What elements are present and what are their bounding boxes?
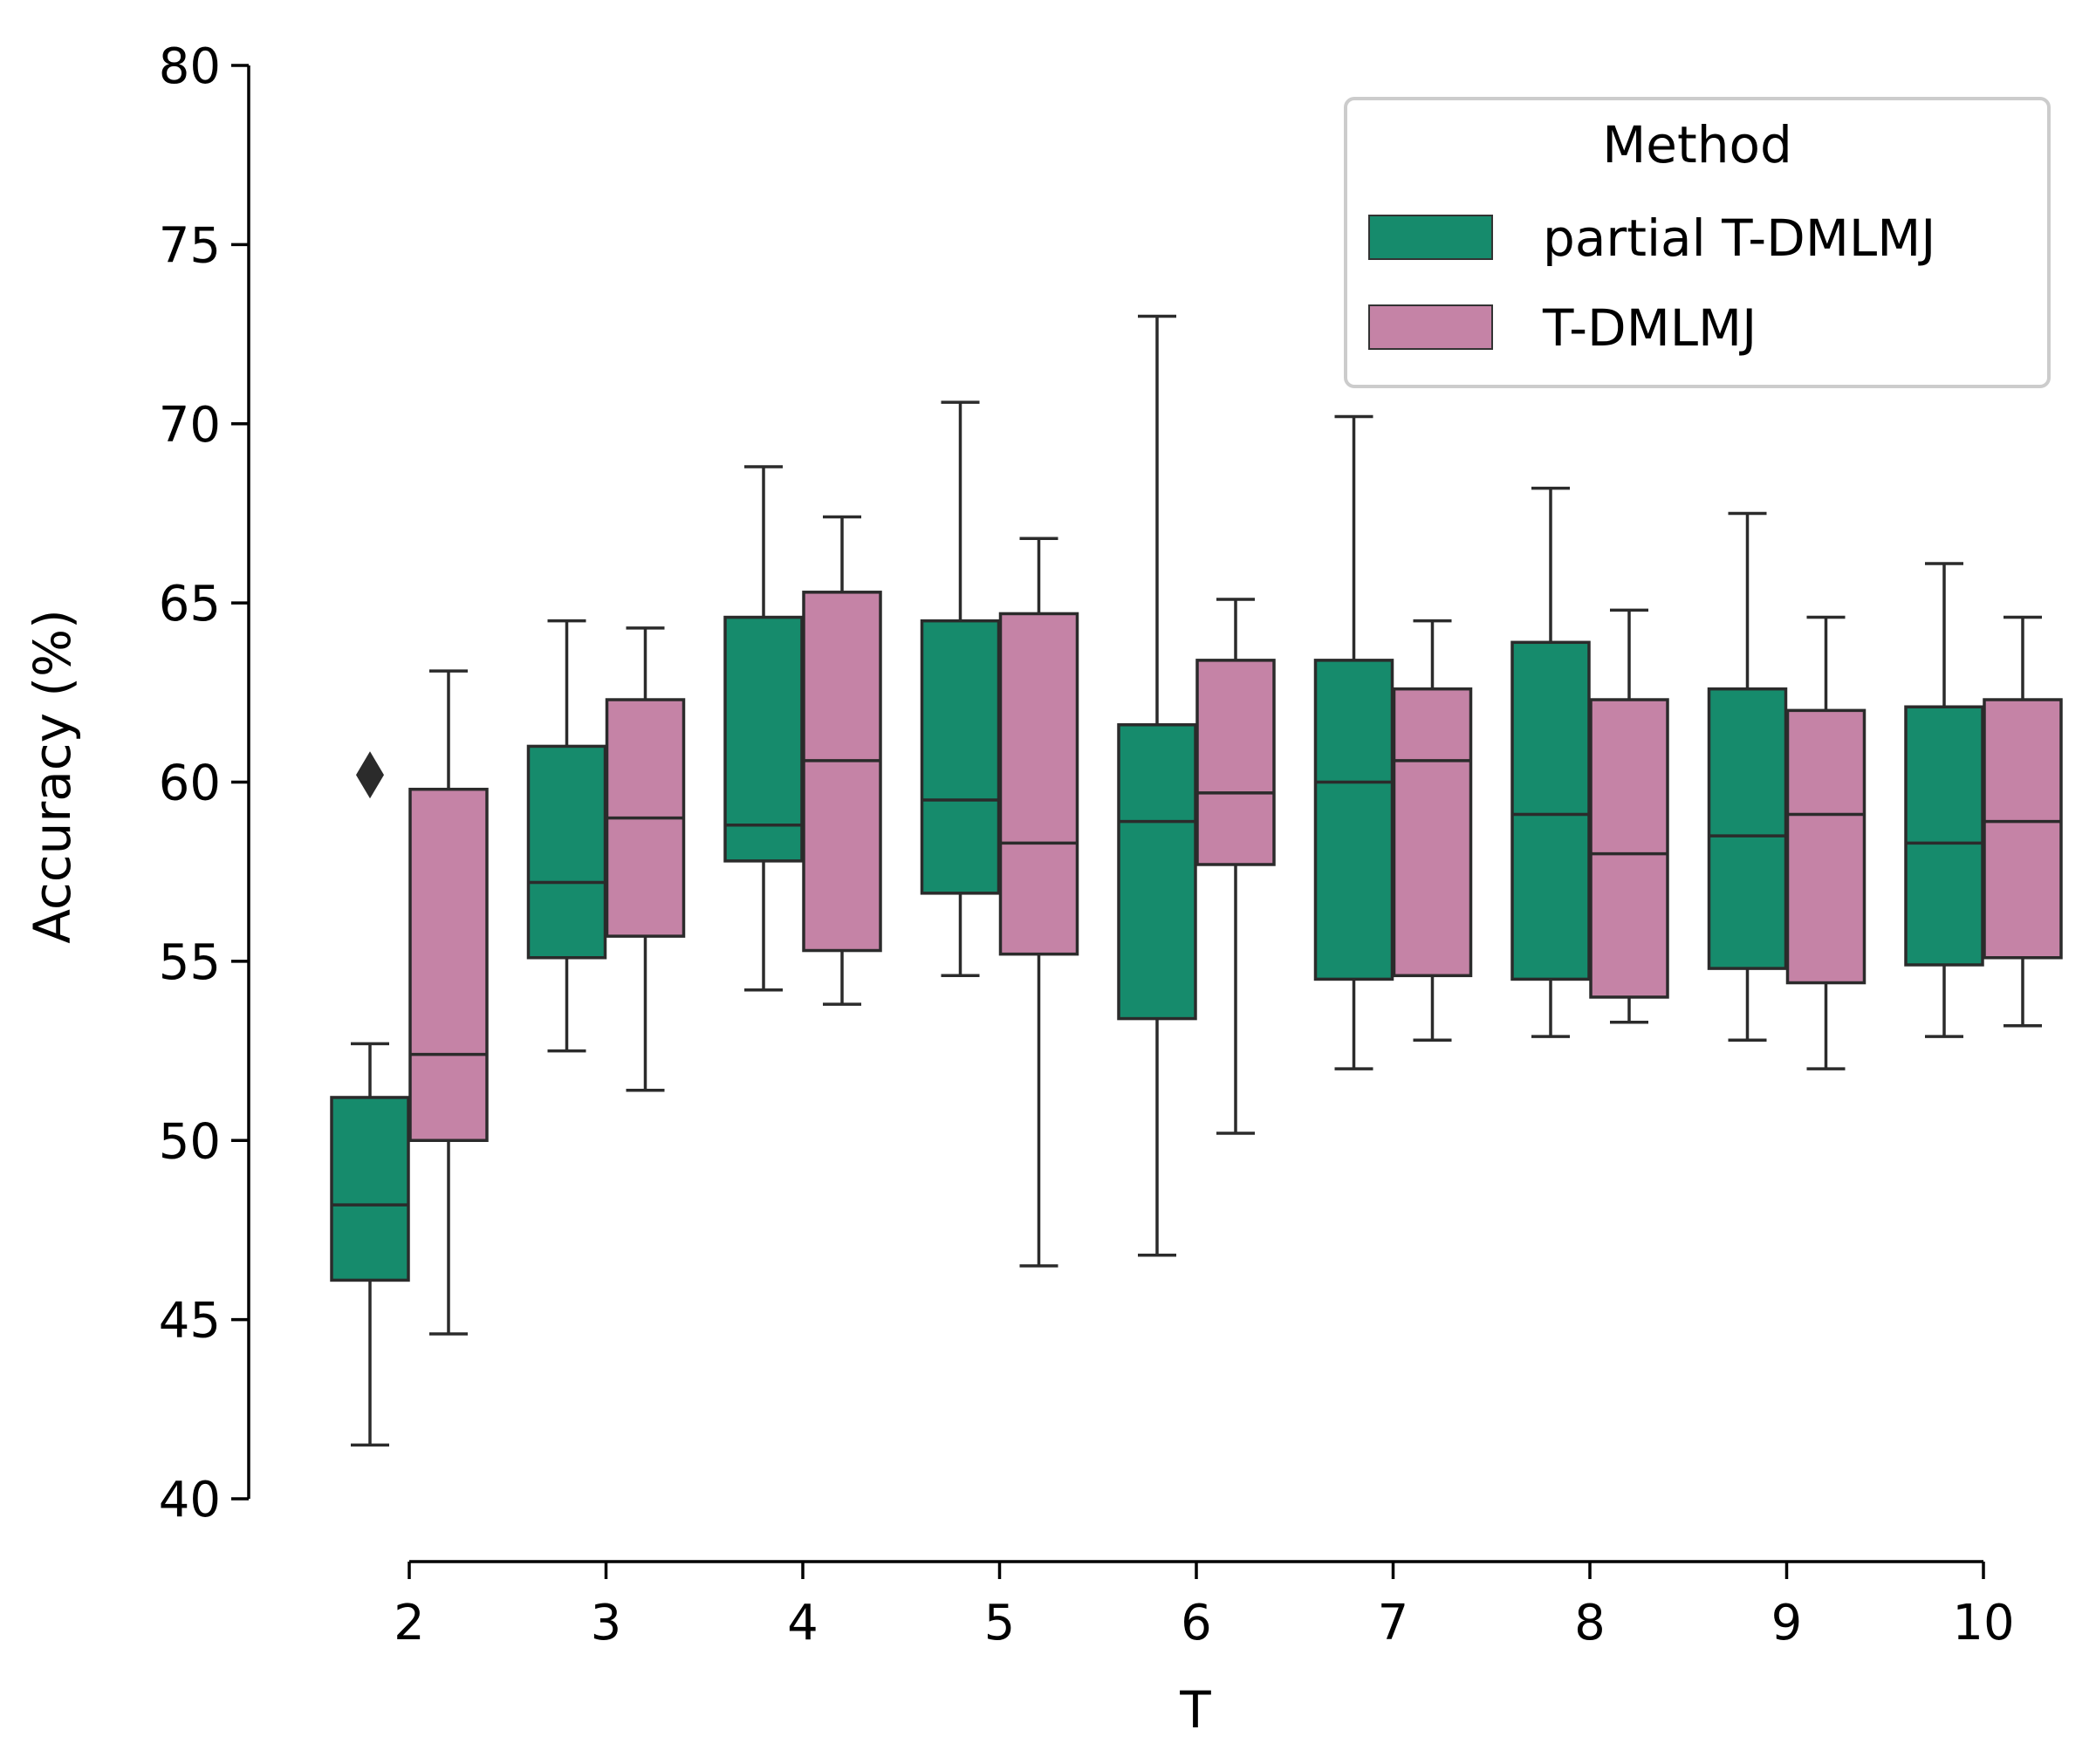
x-tick-label: 4 (787, 1595, 819, 1651)
legend-label-t-dmlmj: T-DMLMJ (1542, 298, 1757, 358)
box-partial-t-dmlmj-t3 (526, 619, 607, 1053)
y-tick-label: 70 (159, 397, 221, 454)
x-axis-title: T (1179, 1680, 1211, 1740)
box-body (1392, 687, 1473, 978)
x-tick-label: 2 (394, 1595, 425, 1651)
box-body (920, 619, 1001, 895)
box-t-dmlmj-t6 (1195, 598, 1276, 1135)
box-partial-t-dmlmj-t8 (1510, 486, 1591, 1038)
box-partial-t-dmlmj-t7 (1313, 414, 1394, 1070)
y-tick-label: 55 (159, 934, 221, 991)
y-tick-label: 80 (159, 38, 221, 95)
box-body (1707, 687, 1788, 970)
y-tick-label: 60 (159, 756, 221, 812)
box-body (1904, 705, 1984, 967)
box-t-dmlmj-t3 (605, 626, 686, 1092)
box-body (526, 744, 607, 960)
box-body (1117, 723, 1197, 1021)
x-tick-label: 7 (1378, 1595, 1409, 1651)
box-t-dmlmj-t9 (1785, 615, 1867, 1070)
box-body (1313, 659, 1394, 981)
outlier-marker (356, 751, 384, 799)
y-tick-label: 50 (159, 1113, 221, 1170)
legend-frame (1344, 97, 2051, 388)
box-t-dmlmj-t7 (1392, 619, 1473, 1042)
y-tick-label: 40 (159, 1472, 221, 1528)
box-body (1785, 708, 1867, 985)
legend-swatch-t-dmlmj (1368, 304, 1493, 350)
y-axis-title: Accuracy (%) (23, 609, 82, 944)
box-partial-t-dmlmj-t2 (330, 751, 410, 1447)
box-partial-t-dmlmj-t4 (723, 465, 804, 992)
y-tick-label: 75 (159, 217, 221, 274)
box-t-dmlmj-t2 (408, 669, 489, 1336)
box-partial-t-dmlmj-t5 (920, 400, 1001, 978)
y-tick-label: 45 (159, 1293, 221, 1350)
legend: Method partial T-DMLMJ T-DMLMJ (1344, 97, 2051, 388)
box-t-dmlmj-t5 (998, 537, 1079, 1268)
box-body (723, 615, 804, 863)
x-tick-label: 10 (1952, 1595, 2014, 1651)
x-tick-label: 8 (1574, 1595, 1606, 1651)
box-partial-t-dmlmj-t10 (1904, 562, 1984, 1038)
legend-swatch-partial-t-dmlmj (1368, 215, 1493, 260)
y-tick-label: 65 (159, 576, 221, 632)
y-axis: 40 45 50 55 60 65 70 75 80 (159, 38, 250, 1528)
x-axis: 2 3 4 5 6 7 8 9 10 (394, 1560, 2015, 1651)
box-body (1983, 698, 2063, 960)
box-body (1589, 698, 1669, 999)
box-partial-t-dmlmj-t9 (1707, 511, 1788, 1042)
box-body (408, 787, 489, 1143)
x-tick-label: 6 (1181, 1595, 1212, 1651)
box-body (330, 1096, 410, 1282)
legend-label-partial-t-dmlmj: partial T-DMLMJ (1543, 209, 1935, 268)
legend-title: Method (1602, 115, 1792, 174)
x-tick-label: 5 (984, 1595, 1016, 1651)
box-t-dmlmj-t10 (1983, 615, 2063, 1028)
box-plot-area (330, 314, 2063, 1447)
box-body (998, 612, 1079, 956)
box-body (1510, 640, 1591, 981)
x-tick-label: 3 (591, 1595, 622, 1651)
box-partial-t-dmlmj-t6 (1117, 314, 1197, 1257)
box-t-dmlmj-t4 (802, 515, 882, 1006)
box-body (1195, 659, 1276, 866)
box-t-dmlmj-t8 (1589, 608, 1669, 1024)
x-tick-label: 9 (1771, 1595, 1803, 1651)
box-body (802, 591, 882, 953)
